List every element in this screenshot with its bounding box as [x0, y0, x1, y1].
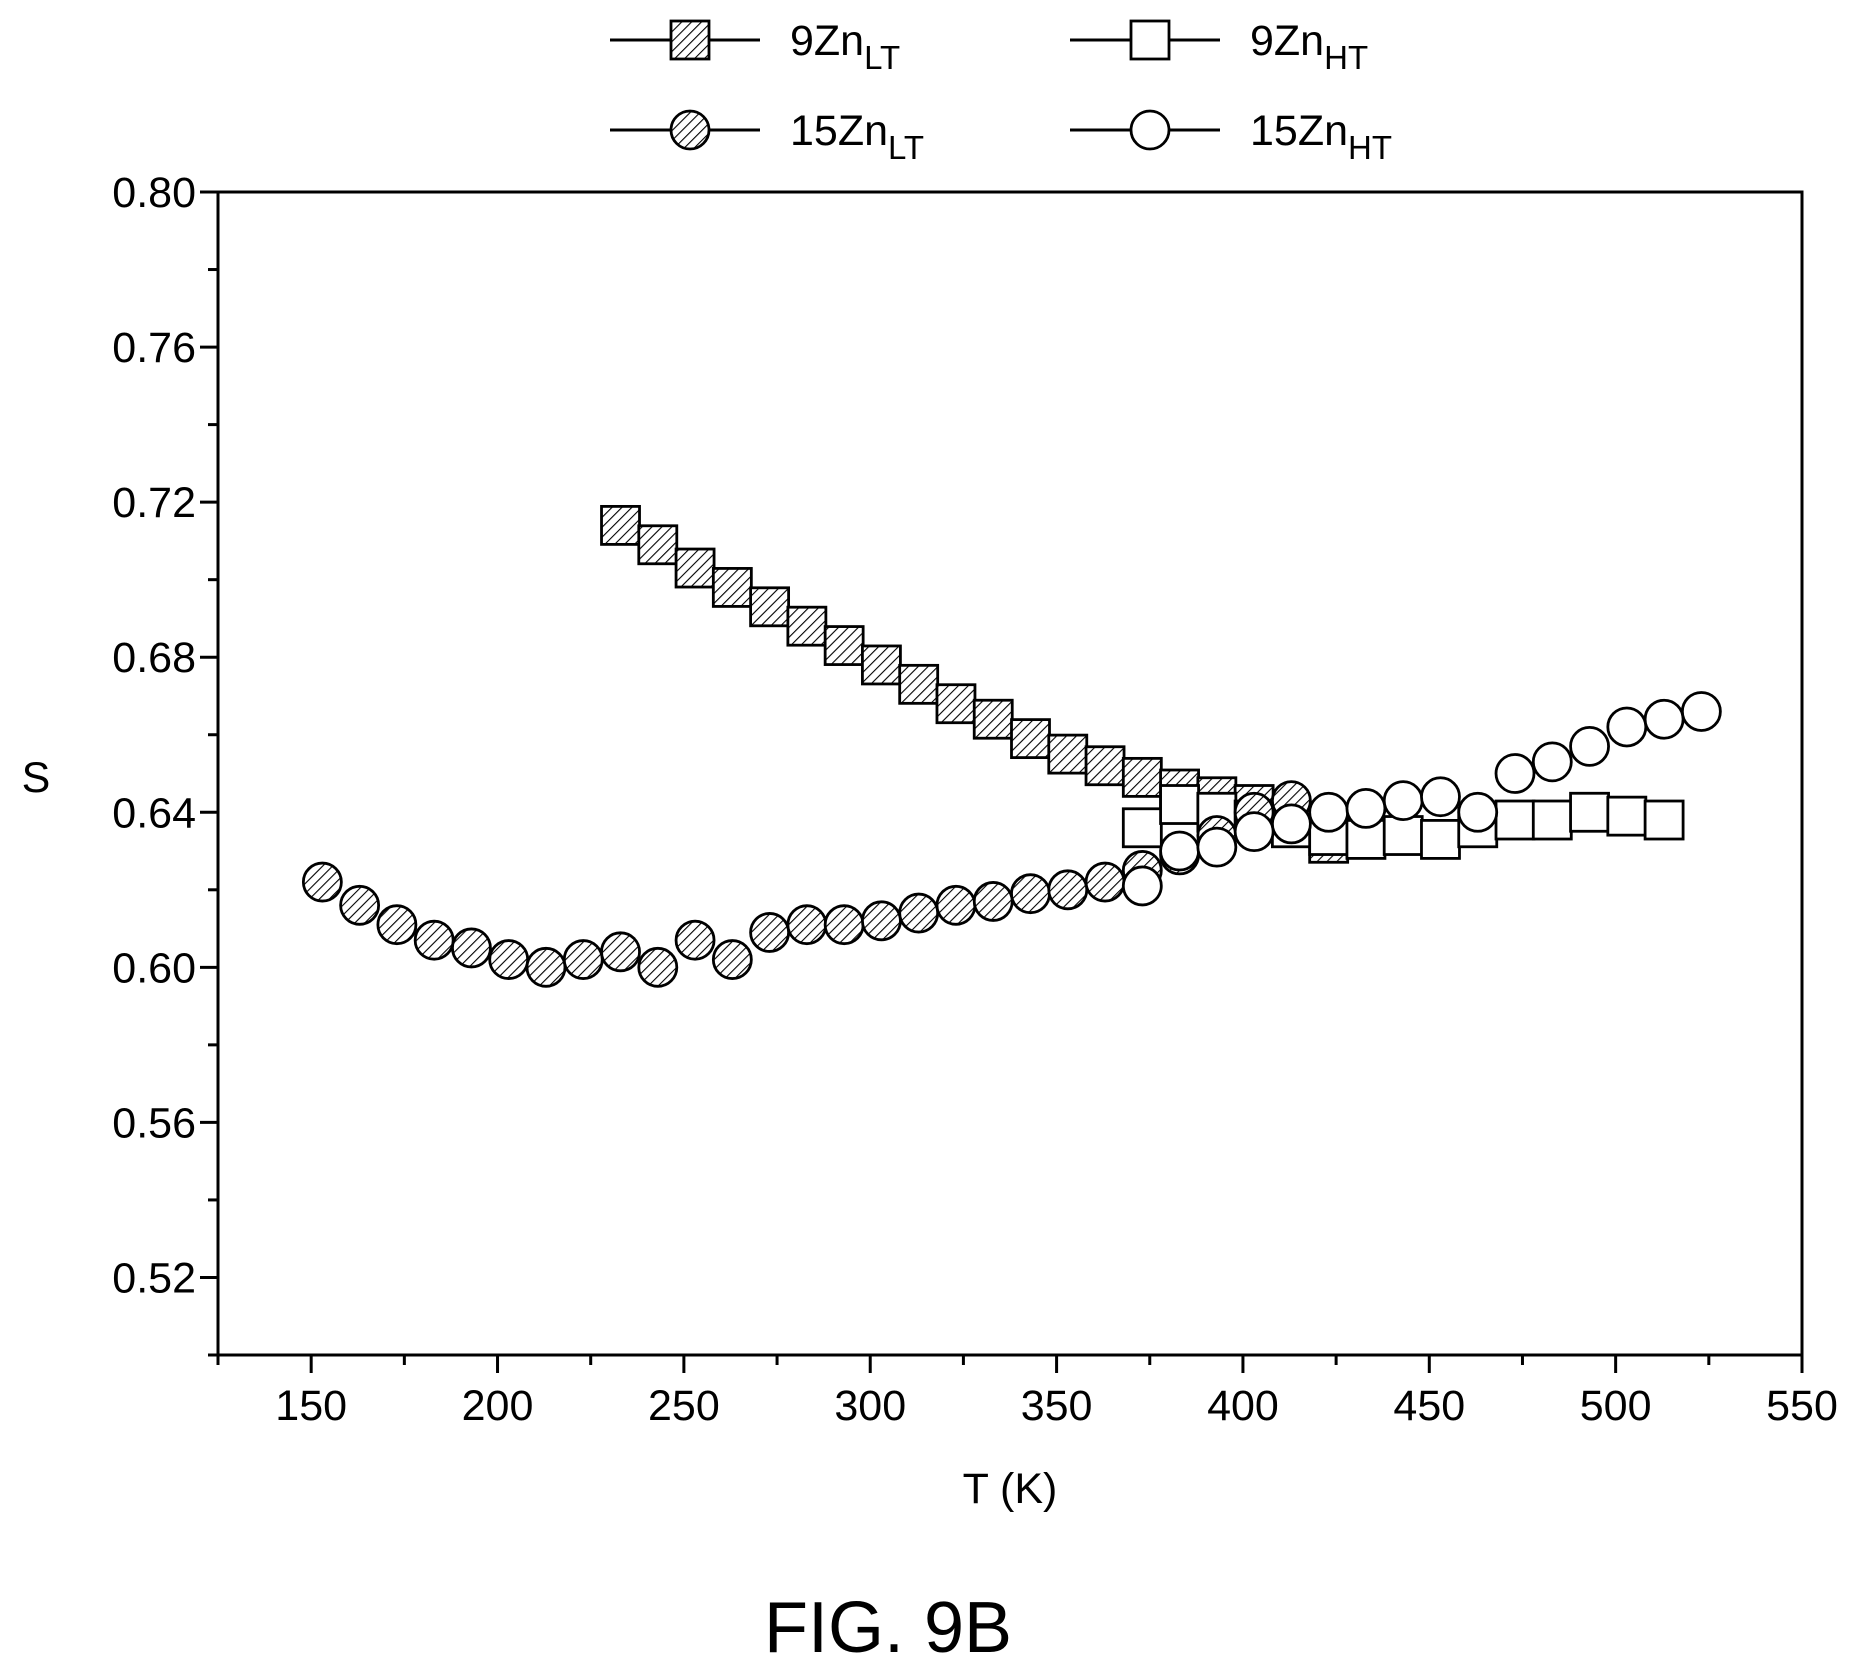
legend-marker	[1129, 109, 1171, 151]
data-point	[376, 904, 418, 946]
data-point	[562, 939, 604, 980]
data-point	[600, 504, 641, 546]
data-point	[972, 698, 1014, 740]
x-tick-label: 500	[1580, 1382, 1652, 1430]
data-point	[525, 946, 567, 988]
y-tick-label: 0.76	[112, 324, 196, 372]
data-point	[1643, 698, 1685, 740]
data-point	[1494, 799, 1536, 841]
x-tick-label: 450	[1393, 1382, 1465, 1430]
data-point	[1531, 741, 1573, 783]
x-tick-label: 350	[1021, 1382, 1093, 1430]
data-point	[301, 861, 343, 903]
data-point	[711, 567, 753, 608]
data-point	[1382, 780, 1424, 822]
data-point	[600, 931, 641, 973]
data-point	[1569, 791, 1610, 833]
data-point	[637, 946, 679, 988]
legend-label: 9ZnHT	[1250, 17, 1368, 76]
x-tick-label: 200	[462, 1382, 534, 1430]
data-point	[749, 912, 791, 953]
data-point	[1270, 803, 1312, 845]
y-axis-label: S	[22, 754, 51, 802]
y-tick-label: 0.72	[112, 479, 196, 527]
data-point	[1420, 819, 1461, 860]
data-point	[861, 900, 902, 942]
data-point	[749, 586, 791, 628]
data-point	[861, 644, 902, 686]
data-point	[1233, 811, 1275, 853]
data-point	[972, 881, 1014, 922]
data-markers	[301, 504, 1722, 988]
data-point	[1121, 756, 1163, 798]
legend-label: 15ZnHT	[1250, 107, 1392, 166]
series-15Zn-LT	[301, 780, 1312, 988]
data-point	[1420, 776, 1461, 818]
data-point	[1010, 718, 1051, 760]
data-point	[1084, 745, 1126, 787]
data-point	[339, 884, 381, 926]
y-tick-label: 0.60	[112, 944, 196, 992]
y-tick-label: 0.56	[112, 1099, 196, 1147]
data-point	[488, 939, 530, 980]
legend-marker	[669, 19, 711, 61]
data-point	[1345, 787, 1387, 829]
data-point	[1121, 865, 1163, 907]
x-tick-label: 300	[834, 1382, 906, 1430]
plot-frame	[216, 190, 1804, 1357]
data-point	[1047, 869, 1089, 911]
x-tick-label: 400	[1207, 1382, 1279, 1430]
legend: 9ZnLT 9ZnHT 15ZnLT 15ZnHT	[610, 17, 1392, 166]
legend-marker	[669, 109, 711, 151]
data-point	[1569, 725, 1610, 767]
data-point	[1121, 807, 1163, 849]
series-15Zn-HT	[1121, 691, 1722, 907]
data-point	[935, 884, 977, 926]
y-tick-label: 0.64	[112, 789, 196, 837]
data-point	[1382, 815, 1424, 856]
y-tick-label: 0.80	[112, 169, 196, 217]
data-point	[1606, 706, 1648, 748]
y-tick-label: 0.52	[112, 1254, 196, 1302]
data-point	[674, 919, 716, 961]
data-point	[898, 892, 940, 934]
data-point	[1606, 795, 1648, 837]
data-point	[1159, 784, 1200, 825]
x-tick-label: 150	[275, 1382, 347, 1430]
data-point	[1494, 753, 1536, 794]
legend-label: 9ZnLT	[790, 17, 900, 76]
data-point	[1084, 861, 1126, 903]
data-point	[451, 927, 492, 969]
legend-marker	[1129, 19, 1171, 61]
data-point	[786, 605, 828, 647]
x-tick-label: 550	[1766, 1382, 1838, 1430]
data-point	[1531, 799, 1573, 841]
figure-label: FIG. 9B	[764, 1588, 1012, 1668]
y-axis: 0.52 0.56 0.60 0.64 0.68 0.72 0.76 0.80	[112, 169, 218, 1357]
data-point	[823, 904, 865, 946]
legend-label: 15ZnLT	[790, 107, 924, 166]
data-point	[1196, 826, 1238, 868]
data-point	[711, 939, 753, 980]
data-point	[1047, 733, 1089, 775]
y-tick-label: 0.68	[112, 634, 196, 682]
data-point	[674, 547, 716, 589]
data-point	[935, 683, 977, 725]
data-point	[1010, 873, 1051, 915]
data-point	[1308, 791, 1350, 833]
x-axis-label: T (K)	[963, 1465, 1058, 1513]
data-point	[823, 625, 865, 666]
data-point	[786, 904, 828, 946]
data-point	[1159, 830, 1200, 872]
x-tick-label: 250	[648, 1382, 720, 1430]
data-point	[1680, 691, 1722, 732]
data-point	[1457, 791, 1499, 833]
data-point	[1643, 799, 1685, 841]
x-axis: 150 200 250 300 350 400 450 500 550	[216, 1355, 1838, 1430]
data-point	[898, 663, 940, 705]
data-point	[413, 919, 455, 961]
data-point	[637, 524, 679, 566]
